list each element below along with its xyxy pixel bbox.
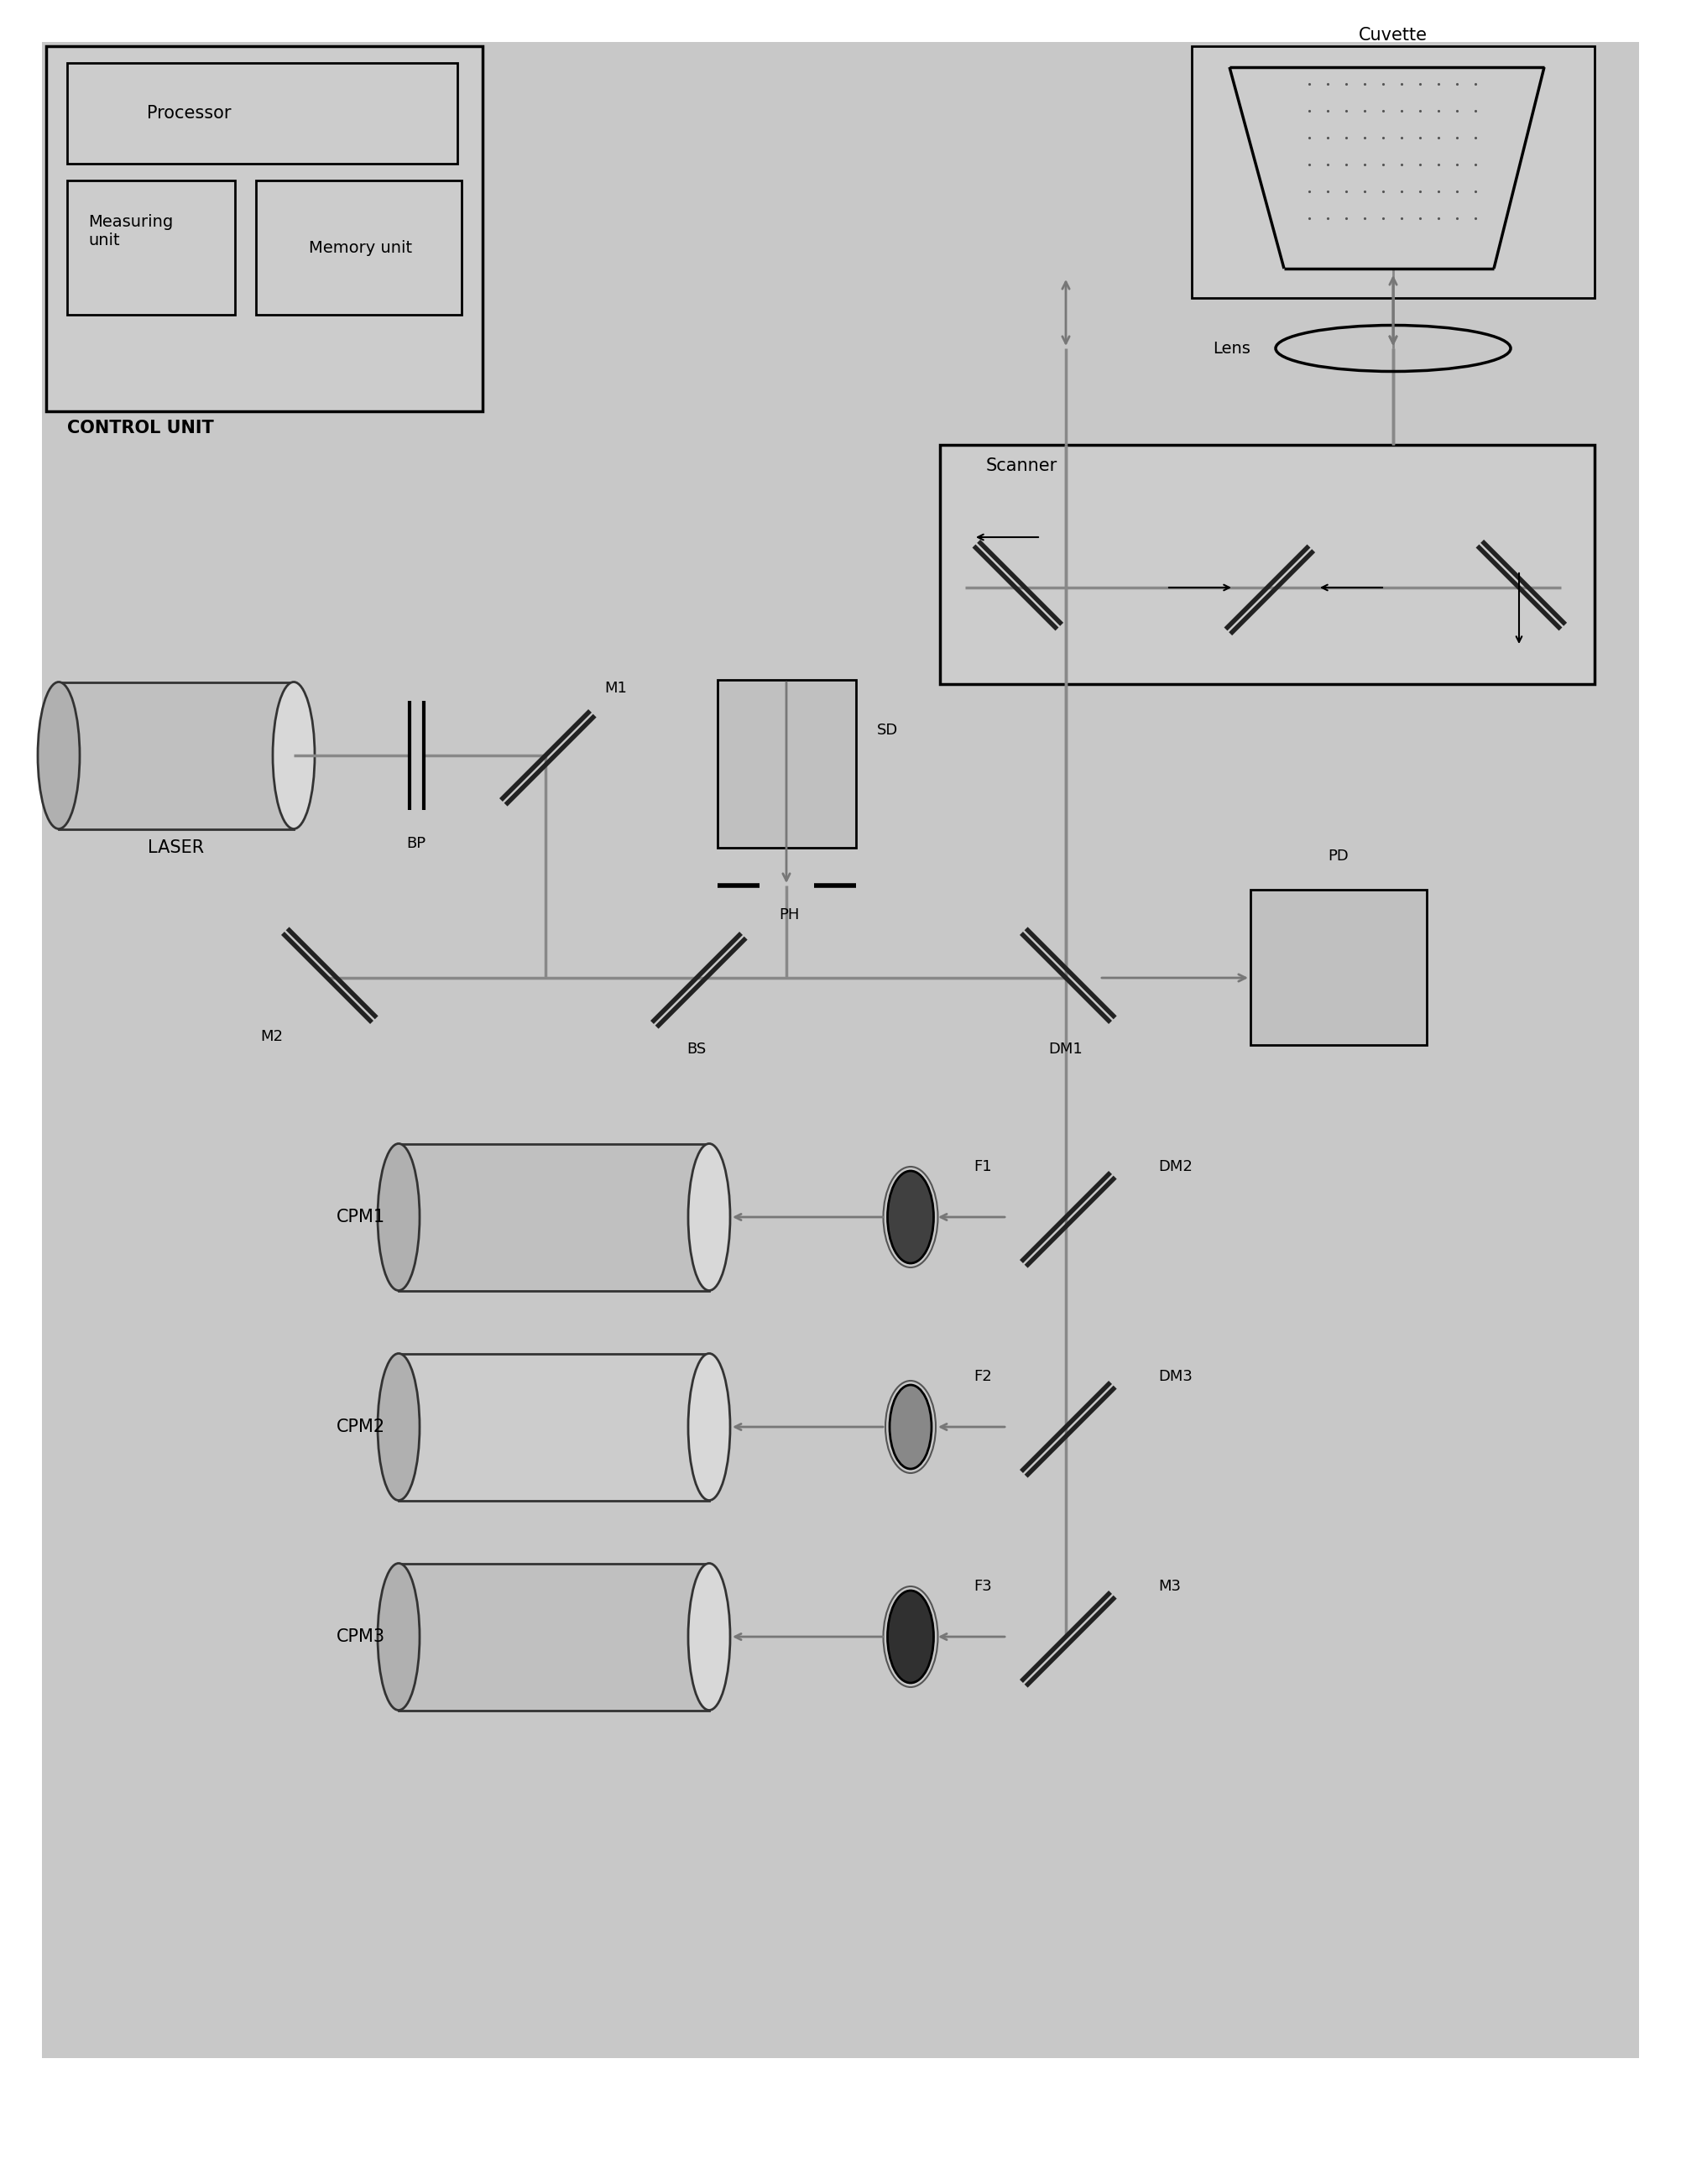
Text: F3: F3 (973, 1579, 992, 1594)
Text: BS: BS (688, 1042, 706, 1057)
Text: F2: F2 (973, 1369, 992, 1385)
Bar (940, 446, 1595, 684)
Bar (67, 181, 235, 314)
Ellipse shape (888, 1590, 933, 1684)
Ellipse shape (378, 1354, 420, 1500)
Ellipse shape (378, 1144, 420, 1291)
Ellipse shape (888, 1171, 933, 1262)
Text: BP: BP (407, 836, 425, 852)
Ellipse shape (688, 1144, 730, 1291)
Text: Measuring
unit: Measuring unit (87, 214, 173, 249)
Ellipse shape (272, 681, 314, 830)
Text: M2: M2 (261, 1029, 282, 1044)
Bar (45, 46, 482, 411)
Text: F1: F1 (973, 1160, 992, 1175)
Text: Scanner: Scanner (987, 456, 1057, 474)
Bar (398, 1354, 709, 1500)
Text: CONTROL UNIT: CONTROL UNIT (67, 419, 213, 437)
Text: M3: M3 (1158, 1579, 1180, 1594)
Text: Cuvette: Cuvette (1358, 26, 1427, 44)
Text: CPM1: CPM1 (336, 1208, 385, 1225)
Ellipse shape (378, 1564, 420, 1710)
Bar (1251, 889, 1427, 1044)
Ellipse shape (37, 681, 79, 830)
Text: SD: SD (877, 723, 898, 738)
Text: DM2: DM2 (1158, 1160, 1192, 1175)
Bar (67, 63, 457, 164)
Ellipse shape (688, 1354, 730, 1500)
Bar (718, 679, 856, 847)
Bar (1192, 46, 1595, 297)
Text: Processor: Processor (146, 105, 232, 122)
Bar (398, 1144, 709, 1291)
Text: LASER: LASER (148, 839, 205, 856)
Text: DM3: DM3 (1158, 1369, 1192, 1385)
Ellipse shape (889, 1385, 931, 1470)
Text: Memory unit: Memory unit (309, 240, 412, 256)
Text: PD: PD (1328, 850, 1348, 863)
Text: M1: M1 (603, 681, 627, 697)
Bar (256, 181, 462, 314)
Text: CPM3: CPM3 (336, 1629, 385, 1645)
Bar (59, 681, 294, 830)
Ellipse shape (688, 1564, 730, 1710)
Text: Lens: Lens (1212, 341, 1251, 356)
Text: DM1: DM1 (1049, 1042, 1083, 1057)
Bar (398, 1564, 709, 1710)
Text: CPM2: CPM2 (336, 1420, 385, 1435)
Text: PH: PH (778, 906, 798, 922)
